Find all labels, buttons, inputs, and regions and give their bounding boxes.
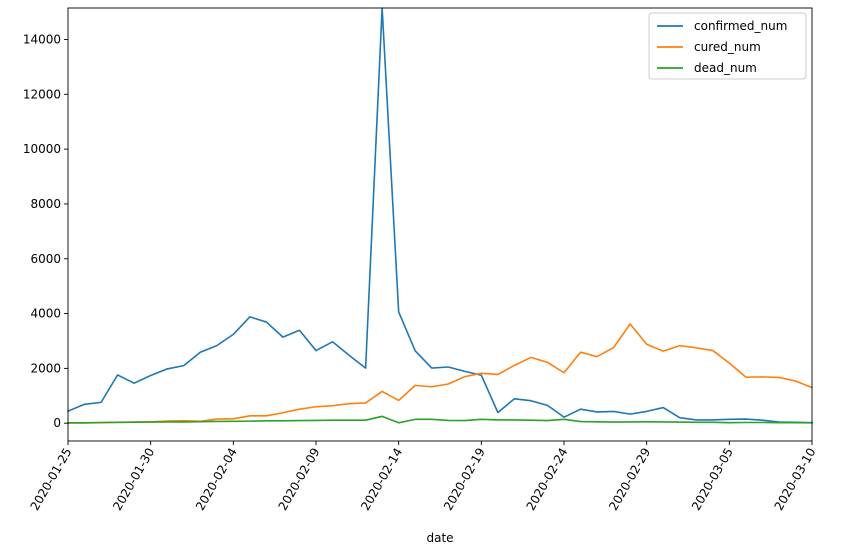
y-tick-label: 6000	[30, 252, 61, 266]
y-tick-label: 2000	[30, 361, 61, 375]
series-lines	[66, 7, 814, 424]
series-line-dead_num	[67, 415, 813, 424]
y-tick-label: 14000	[23, 33, 61, 47]
x-axis-title: date	[426, 531, 453, 545]
series-line-cured_num	[67, 323, 814, 424]
y-tick-label: 8000	[30, 197, 61, 211]
legend-label-confirmed_num: confirmed_num	[694, 19, 787, 33]
legend: confirmed_num cured_num dead_num	[648, 12, 807, 80]
series-line-confirmed_num	[66, 7, 813, 424]
legend-box	[648, 12, 807, 80]
y-tick-label: 10000	[23, 142, 61, 156]
plot-frame	[67, 7, 813, 442]
y-tick-label: 4000	[30, 307, 61, 321]
y-tick-label: 12000	[23, 87, 61, 101]
legend-label-dead_num: dead_num	[694, 61, 757, 75]
legend-label-cured_num: cured_num	[694, 40, 761, 54]
y-tick-label: 0	[53, 416, 61, 430]
